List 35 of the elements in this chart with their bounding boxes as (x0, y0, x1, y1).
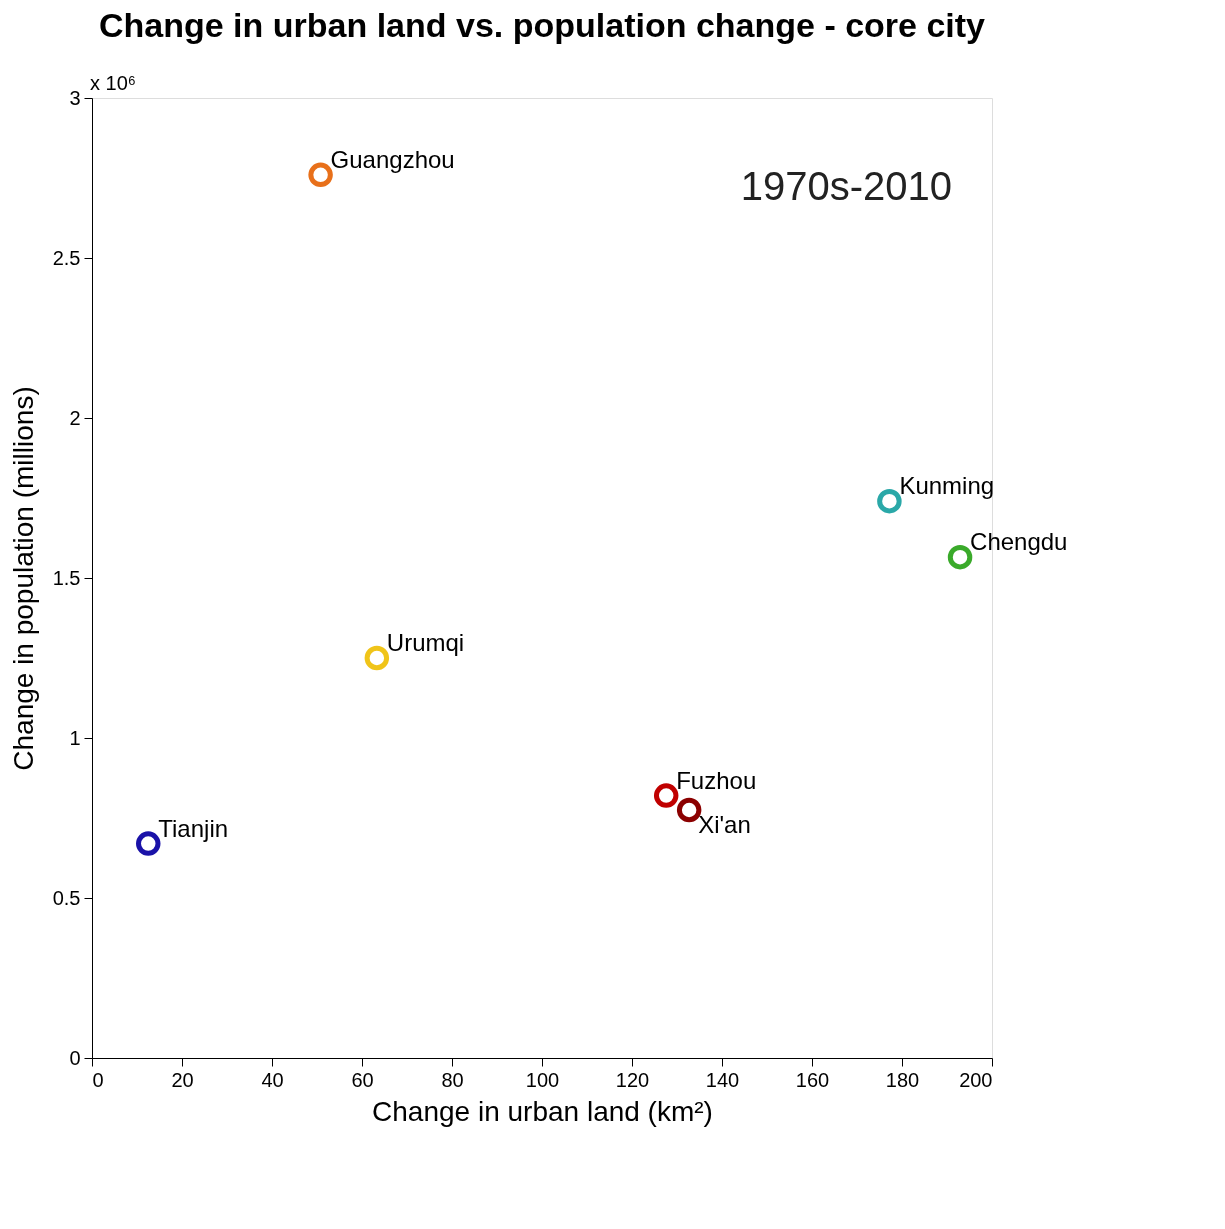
x-tick-label: 100 (525, 1068, 560, 1091)
y-tick-label: 2 (69, 406, 81, 429)
y-tick-label: 1.5 (52, 566, 81, 589)
series-label: Urumqi (386, 629, 465, 656)
annotation: 1970s-2010 (740, 164, 952, 208)
text: x 10⁶ (90, 72, 137, 94)
y-tick-label: 0 (69, 1046, 81, 1069)
series-label: Xi'an (698, 811, 751, 838)
point (653, 783, 679, 808)
point (308, 162, 333, 188)
x-tick-label: 120 (615, 1068, 650, 1091)
x-tick-label: 140 (705, 1068, 740, 1091)
y-axis-title: Change in population (millions) (7, 386, 39, 771)
x-tick-label: 200 (959, 1068, 993, 1091)
chart-title: Change in urban land vs. population change - core city (98, 6, 986, 44)
y-tick-label: 3 (69, 86, 81, 109)
x-tick-label: 40 (261, 1068, 284, 1091)
series-label: Chengdu (970, 528, 1068, 556)
x-tick-label: 160 (795, 1068, 830, 1091)
series-label: Fuzhou (676, 766, 757, 794)
x-tick-label: 60 (351, 1068, 374, 1091)
point (877, 488, 902, 514)
series-label: Tianjin (158, 814, 229, 842)
x-tick-label: 20 (171, 1068, 194, 1091)
y-tick-label: 2.5 (52, 246, 81, 269)
x-tick-label: 0 (92, 1068, 104, 1091)
point (364, 645, 390, 671)
x-tick-label: 80 (441, 1068, 464, 1091)
series-label: Kunming (899, 472, 995, 500)
point (947, 544, 973, 570)
x-axis-title: Change in urban land (km²) (372, 1095, 713, 1127)
series-label: Guangzhou (330, 145, 455, 173)
y-tick-label: 0.5 (52, 886, 81, 909)
x-tick-label: 180 (885, 1068, 920, 1091)
y-tick-label: 1 (69, 726, 81, 749)
